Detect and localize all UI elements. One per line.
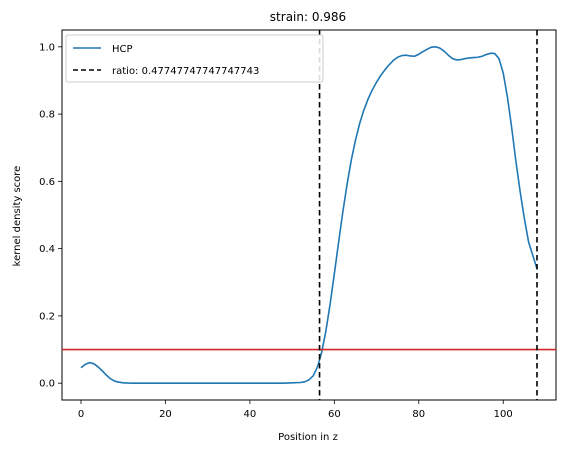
y-tick-label: 0.8 <box>39 110 55 121</box>
legend: HCP ratio: 0.47747747747747743 <box>65 34 324 83</box>
x-axis-ticks: 0 20 40 60 80 100 <box>78 400 513 420</box>
series-layer <box>80 46 538 384</box>
reference-lines <box>62 30 556 400</box>
y-tick-label: 0.4 <box>39 244 55 255</box>
y-axis-ticks: 0.0 0.2 0.4 0.6 0.8 1.0 <box>39 42 62 390</box>
x-tick-label: 0 <box>78 409 84 420</box>
x-axis-label: Position in z <box>278 432 338 443</box>
plot-area <box>61 29 557 401</box>
x-tick-label: 100 <box>494 409 513 420</box>
legend-ratio-label: ratio: 0.47747747747747743 <box>112 66 259 77</box>
x-tick-label: 20 <box>159 409 172 420</box>
series-line-hcp <box>80 46 538 384</box>
x-tick-label: 40 <box>244 409 257 420</box>
y-tick-label: 0.2 <box>39 311 55 322</box>
y-tick-label: 0.6 <box>39 177 55 188</box>
axes-frame <box>61 29 557 401</box>
legend-hcp-label: HCP <box>112 44 133 55</box>
x-tick-label: 80 <box>412 409 425 420</box>
y-tick-label: 0.0 <box>39 379 55 390</box>
x-tick-label: 60 <box>328 409 341 420</box>
legend-box <box>65 34 324 83</box>
chart-title: strain: 0.986 <box>270 10 346 24</box>
y-axis-label: kernel density score <box>12 166 23 267</box>
y-tick-label: 1.0 <box>39 42 55 53</box>
